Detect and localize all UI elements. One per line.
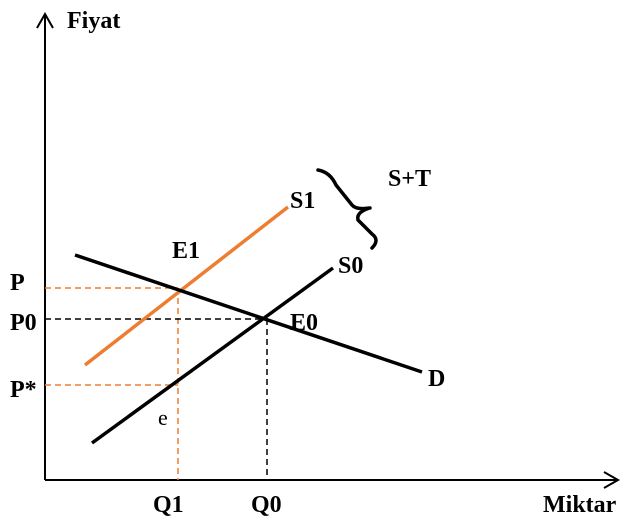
x-axis-arrow-icon: [603, 471, 621, 489]
supply-curve-s1: [83, 205, 290, 367]
demand-curve-d: [74, 253, 423, 374]
tax-brace-icon: [316, 168, 378, 250]
quantity-q0-label: Q0: [251, 492, 282, 518]
price-p-label: P: [10, 270, 25, 296]
price-p0-label: P0: [10, 310, 37, 336]
equilibrium-e1-label: E1: [172, 238, 200, 264]
supply-curve-s0: [90, 266, 335, 445]
x-axis-label: Miktar: [543, 492, 617, 518]
y-axis-label: Fiyat: [67, 8, 120, 34]
y-axis-arrow-icon: [36, 11, 54, 29]
supply-s1-label: S1: [290, 188, 315, 214]
price-pstar-label: P*: [10, 377, 37, 403]
equilibrium-e0-label: E0: [290, 310, 318, 336]
supply-s0-label: S0: [338, 253, 363, 279]
quantity-q1-label: Q1: [153, 492, 184, 518]
tax-brace-label: S+T: [388, 166, 431, 192]
demand-d-label: D: [428, 366, 445, 392]
point-e-label: e: [158, 405, 168, 430]
